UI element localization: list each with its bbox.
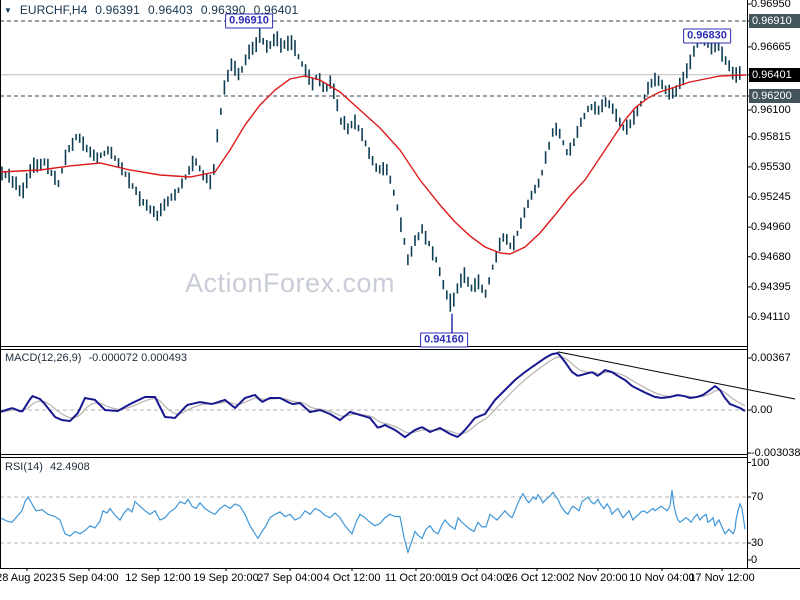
annotation-box[interactable]: 0.96910 [225,13,273,29]
annotation-box[interactable]: 0.94160 [420,332,468,348]
watermark: ActionForex.com [184,268,396,298]
price-bars [1,21,741,312]
rsi-line [0,490,746,555]
macd-trendline [557,351,796,400]
moving-average-line [0,74,747,255]
annotation-box[interactable]: 0.96830 [683,28,731,44]
macd-signal-line [0,356,746,435]
macd-main-line [0,352,746,439]
symbol-dropdown-icon[interactable]: ▼ [4,5,12,15]
